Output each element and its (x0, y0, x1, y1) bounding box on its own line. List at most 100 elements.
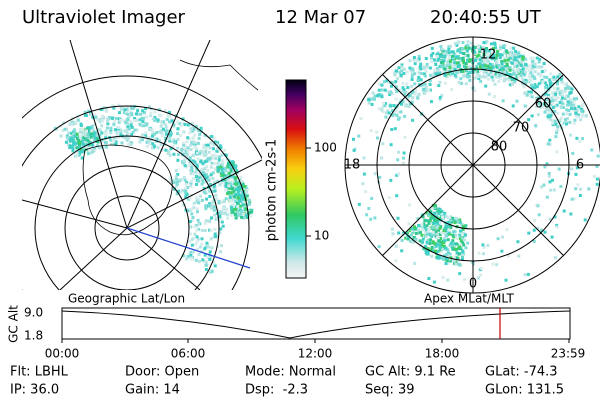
aurora-pixel (165, 117, 169, 121)
aurora-pixel (117, 135, 121, 139)
aurora-pixel (553, 119, 557, 123)
aurora-pixel (204, 147, 208, 151)
aurora-pixel (194, 147, 198, 151)
aurora-pixel (212, 147, 215, 151)
aurora-pixel (243, 216, 247, 219)
aurora-pixel (481, 252, 485, 256)
aurora-pixel (474, 64, 478, 68)
aurora-pixel (174, 177, 178, 181)
aurora-pixel (220, 162, 224, 166)
aurora-pixel (225, 213, 229, 217)
aurora-pixel (452, 53, 456, 57)
aurora-pixel (95, 137, 99, 141)
aurora-pixel (423, 82, 427, 86)
aurora-pixel (462, 52, 466, 55)
aurora-pixel (161, 127, 165, 131)
aurora-pixel (460, 81, 463, 85)
aurora-pixel (198, 133, 202, 136)
aurora-pixel (482, 71, 486, 75)
aurora-pixel (234, 180, 238, 184)
aurora-pixel (453, 42, 457, 45)
aurora-pixel (540, 185, 544, 189)
aurora-pixel (438, 98, 442, 101)
aurora-pixel (493, 41, 496, 45)
aurora-pixel (566, 117, 570, 120)
aurora-pixel (190, 212, 194, 216)
aurora-pixel (241, 182, 245, 186)
aurora-pixel (580, 114, 584, 118)
aurora-pixel (423, 74, 427, 78)
aurora-pixel (209, 156, 213, 160)
aurora-pixel (203, 221, 207, 225)
aurora-pixel (534, 124, 538, 128)
aurora-pixel (403, 114, 407, 118)
aurora-pixel (459, 252, 463, 256)
aurora-pixel (401, 90, 405, 94)
aurora-pixel (194, 125, 198, 128)
aurora-pixel (237, 189, 241, 192)
aurora-pixel (81, 128, 85, 132)
aurora-pixel (218, 231, 222, 235)
aurora-pixel (461, 249, 465, 253)
aurora-pixel (105, 109, 109, 113)
lat-label: 60 (535, 97, 552, 112)
aurora-pixel (165, 129, 169, 133)
aurora-pixel (432, 204, 436, 208)
aurora-pixel (581, 137, 585, 141)
aurora-pixel (578, 194, 582, 197)
aurora-pixel (63, 127, 67, 131)
aurora-pixel (570, 106, 574, 110)
aurora-pixel (450, 220, 454, 224)
aurora-pixel (532, 239, 536, 243)
aurora-pixel (462, 238, 466, 242)
aurora-pixel (214, 235, 218, 239)
aurora-pixel (239, 212, 243, 216)
aurora-pixel (447, 228, 451, 232)
time-label: 12:00 (298, 347, 333, 361)
aurora-pixel (561, 112, 565, 116)
aurora-pixel (549, 118, 553, 121)
aurora-pixel (78, 128, 82, 131)
aurora-pixel (377, 82, 381, 86)
aurora-pixel (500, 53, 504, 57)
aurora-pixel (513, 80, 517, 84)
aurora-pixel (394, 85, 398, 89)
aurora-pixel (481, 243, 485, 247)
aurora-pixel (408, 66, 412, 70)
aurora-pixel (507, 78, 511, 82)
aurora-pixel (114, 142, 118, 146)
aurora-pixel (213, 189, 217, 193)
aurora-pixel (383, 88, 387, 92)
aurora-pixel (221, 170, 225, 174)
aurora-pixel (542, 62, 546, 65)
aurora-pixel (465, 49, 469, 53)
aurora-pixel (197, 129, 201, 132)
aurora-pixel (99, 108, 103, 111)
aurora-pixel (523, 104, 527, 108)
aurora-pixel (55, 127, 58, 131)
aurora-pixel (213, 183, 216, 187)
aurora-pixel (68, 144, 72, 148)
aurora-pixel (434, 60, 438, 64)
aurora-pixel (123, 119, 127, 123)
aurora-pixel (529, 64, 533, 68)
aurora-pixel (551, 112, 555, 116)
aurora-pixel (434, 244, 438, 248)
aurora-pixel (495, 64, 499, 68)
aurora-pixel (73, 131, 77, 135)
aurora-pixel (133, 117, 136, 120)
aurora-pixel (371, 91, 375, 95)
aurora-pixel (364, 190, 368, 194)
aurora-pixel (534, 91, 538, 95)
aurora-pixel (223, 148, 227, 152)
aurora-pixel (114, 140, 118, 144)
aurora-pixel (88, 140, 92, 144)
aurora-pixel (192, 142, 195, 146)
aurora-pixel (546, 115, 550, 119)
aurora-pixel (71, 135, 75, 139)
aurora-pixel (503, 59, 507, 62)
aurora-pixel (383, 104, 387, 108)
aurora-pixel (202, 190, 206, 194)
aurora-pixel (432, 246, 436, 250)
aurora-pixel (190, 165, 193, 168)
